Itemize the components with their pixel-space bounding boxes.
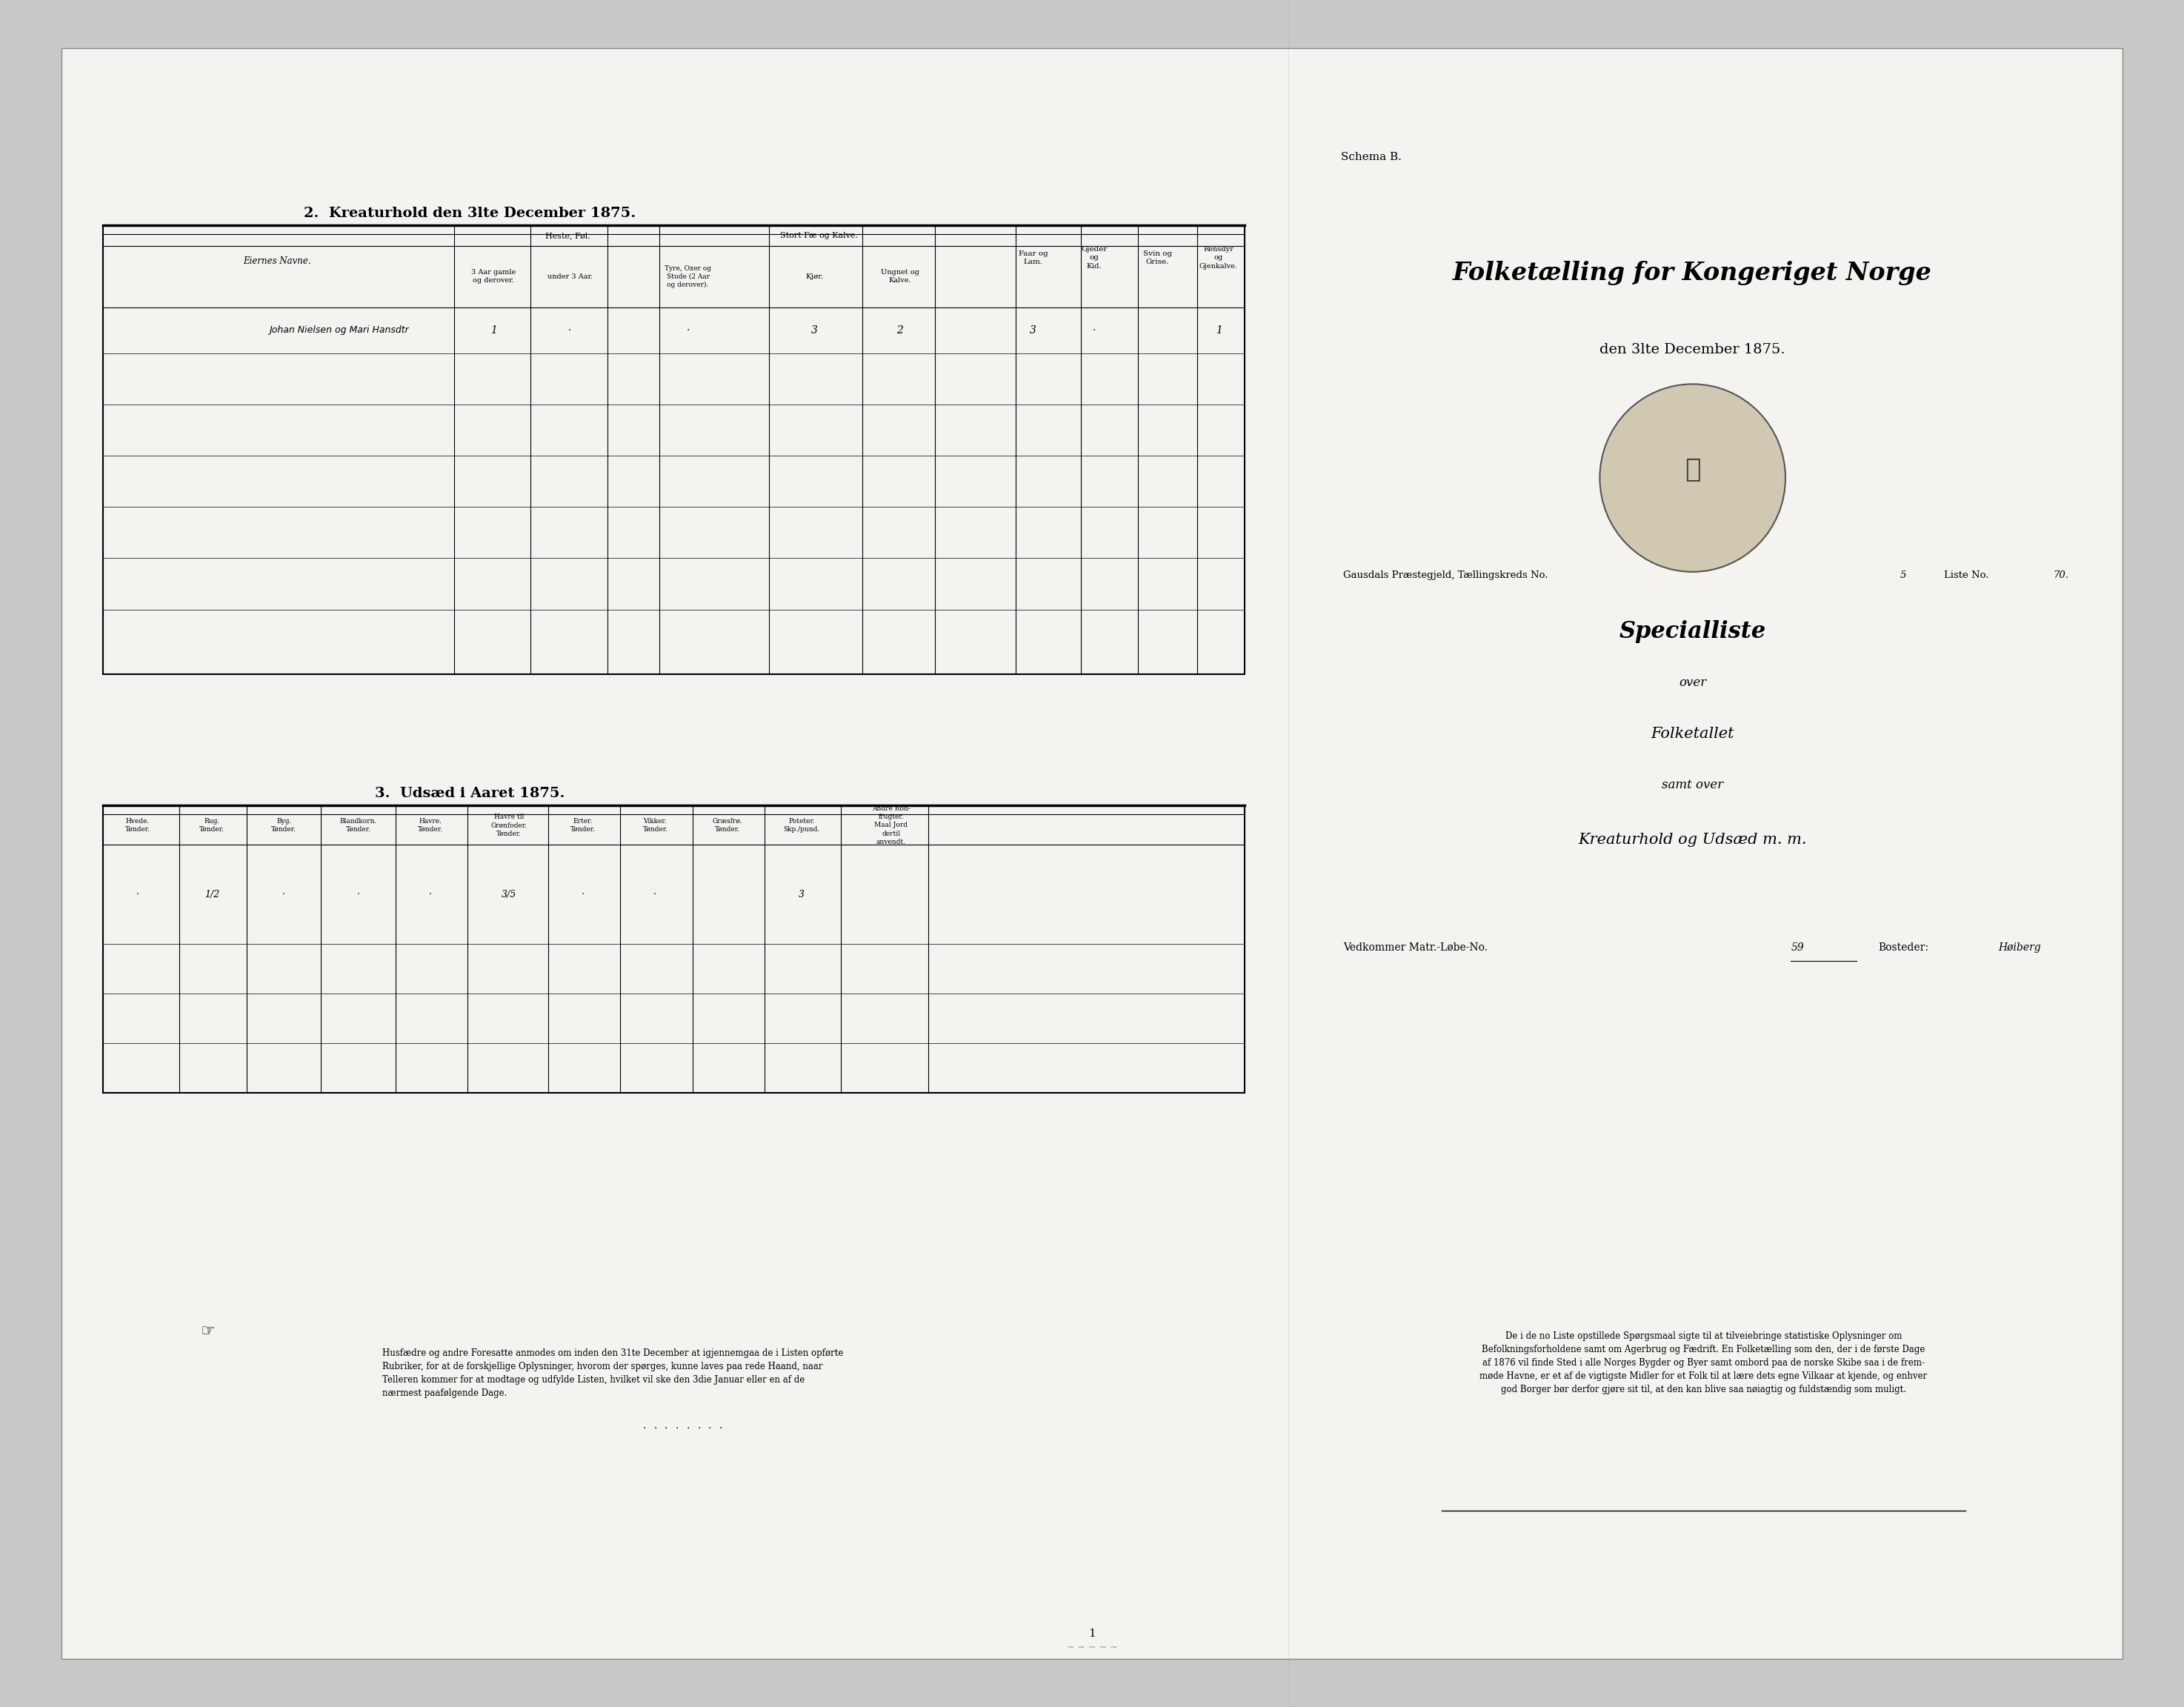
Text: Høiberg: Høiberg bbox=[1998, 942, 2042, 953]
Text: Vedkommer Matr.-Løbe-No.: Vedkommer Matr.-Løbe-No. bbox=[1343, 942, 1487, 953]
Text: Græsfrø.
Tønder.: Græsfrø. Tønder. bbox=[712, 818, 743, 833]
Text: under 3 Aar.: under 3 Aar. bbox=[548, 273, 592, 280]
Text: ·: · bbox=[135, 889, 140, 900]
Text: 3: 3 bbox=[1029, 324, 1037, 336]
Text: Faar og
Lam.: Faar og Lam. bbox=[1018, 249, 1048, 266]
Text: ·: · bbox=[581, 889, 585, 900]
Text: Gausdals Præstegjeld, Tællingskreds No.: Gausdals Præstegjeld, Tællingskreds No. bbox=[1343, 570, 1548, 580]
Ellipse shape bbox=[1599, 384, 1787, 572]
Text: Johan Nielsen og Mari Hansdtr: Johan Nielsen og Mari Hansdtr bbox=[269, 326, 408, 335]
Text: Hvede.
Tønder.: Hvede. Tønder. bbox=[124, 818, 151, 833]
Text: Ungnet og
Kalve.: Ungnet og Kalve. bbox=[880, 270, 919, 283]
Text: 3: 3 bbox=[799, 889, 804, 900]
Text: .: . bbox=[664, 1420, 668, 1430]
Text: 2.  Kreaturhold den 3lte December 1875.: 2. Kreaturhold den 3lte December 1875. bbox=[304, 207, 636, 220]
Text: over: over bbox=[1679, 676, 1706, 690]
Text: 3/5: 3/5 bbox=[502, 889, 515, 900]
Text: Rensdyr
og
Gjenkalve.: Rensdyr og Gjenkalve. bbox=[1199, 246, 1238, 270]
Text: Vikker.
Tønder.: Vikker. Tønder. bbox=[642, 818, 668, 833]
Text: .: . bbox=[686, 1420, 690, 1430]
Text: Kjør.: Kjør. bbox=[806, 273, 823, 280]
Text: 59: 59 bbox=[1791, 942, 1804, 953]
Text: Blandkorn.
Tønder.: Blandkorn. Tønder. bbox=[339, 818, 378, 833]
Text: .: . bbox=[719, 1420, 723, 1430]
Text: ·: · bbox=[568, 324, 572, 336]
Text: .: . bbox=[653, 1420, 657, 1430]
Text: Erter.
Tønder.: Erter. Tønder. bbox=[570, 818, 596, 833]
Text: ·: · bbox=[653, 889, 657, 900]
FancyBboxPatch shape bbox=[61, 48, 2123, 1659]
Text: 1: 1 bbox=[489, 324, 498, 336]
Text: 🦁: 🦁 bbox=[1684, 457, 1701, 481]
Text: 1: 1 bbox=[1214, 324, 1223, 336]
Text: ·: · bbox=[428, 889, 432, 900]
Text: Stort Fæ og Kalve.: Stort Fæ og Kalve. bbox=[780, 232, 858, 239]
Text: .: . bbox=[697, 1420, 701, 1430]
Text: 3 Aar gamle
og derover.: 3 Aar gamle og derover. bbox=[472, 270, 515, 283]
Text: Bosteder:: Bosteder: bbox=[1878, 942, 1928, 953]
Text: Andre Rod-
frugter.
Maal Jord
dertil
anvendt.: Andre Rod- frugter. Maal Jord dertil anv… bbox=[871, 806, 911, 845]
Text: 3: 3 bbox=[810, 324, 819, 336]
Text: den 3lte December 1875.: den 3lte December 1875. bbox=[1599, 343, 1787, 357]
Text: 1/2: 1/2 bbox=[205, 889, 218, 900]
Text: Eiernes Navne.: Eiernes Navne. bbox=[242, 256, 312, 266]
Text: 5: 5 bbox=[1900, 570, 1907, 580]
Text: Byg.
Tønder.: Byg. Tønder. bbox=[271, 818, 297, 833]
Text: 70.: 70. bbox=[2053, 570, 2068, 580]
Text: ·: · bbox=[282, 889, 286, 900]
Text: ·: · bbox=[1092, 324, 1096, 336]
Text: ·: · bbox=[686, 324, 690, 336]
Text: Poteter.
Skp./pund.: Poteter. Skp./pund. bbox=[784, 818, 819, 833]
Text: ☞: ☞ bbox=[201, 1325, 214, 1338]
Text: Gjeder
og
Kid.: Gjeder og Kid. bbox=[1081, 246, 1107, 270]
Text: 1: 1 bbox=[1088, 1628, 1096, 1639]
Text: De i de no Liste opstillede Spørgsmaal sigte til at tilveiebringe statistiske Op: De i de no Liste opstillede Spørgsmaal s… bbox=[1481, 1331, 1926, 1395]
Text: Schema B.: Schema B. bbox=[1341, 152, 1402, 162]
Text: Havre til
Grønfoder.
Tønder.: Havre til Grønfoder. Tønder. bbox=[491, 814, 526, 836]
Text: ·: · bbox=[356, 889, 360, 900]
Text: .: . bbox=[675, 1420, 679, 1430]
Text: Folketallet: Folketallet bbox=[1651, 727, 1734, 741]
Text: samt over: samt over bbox=[1662, 778, 1723, 792]
Text: Heste, Føl.: Heste, Føl. bbox=[546, 232, 590, 239]
Text: 2: 2 bbox=[895, 324, 904, 336]
Text: .: . bbox=[708, 1420, 712, 1430]
Text: .: . bbox=[642, 1420, 646, 1430]
Text: Liste No.: Liste No. bbox=[1944, 570, 1990, 580]
Text: ~ ~ ~ ~ ~: ~ ~ ~ ~ ~ bbox=[1066, 1642, 1118, 1652]
Text: Havre.
Tønder.: Havre. Tønder. bbox=[417, 818, 443, 833]
Text: 3.  Udsæd i Aaret 1875.: 3. Udsæd i Aaret 1875. bbox=[376, 787, 563, 801]
Text: Specialliste: Specialliste bbox=[1618, 620, 1767, 644]
Text: Husfædre og andre Foresatte anmodes om inden den 31te December at igjennemgaa de: Husfædre og andre Foresatte anmodes om i… bbox=[382, 1349, 843, 1398]
Text: Rug.
Tønder.: Rug. Tønder. bbox=[199, 818, 225, 833]
Text: Folketælling for Kongeriget Norge: Folketælling for Kongeriget Norge bbox=[1452, 261, 1933, 285]
Text: Tyre, Oxer og
Stude (2 Aar
og derover).: Tyre, Oxer og Stude (2 Aar og derover). bbox=[664, 265, 712, 288]
Text: Kreaturhold og Udsæd m. m.: Kreaturhold og Udsæd m. m. bbox=[1579, 833, 1806, 847]
Text: Svin og
Grise.: Svin og Grise. bbox=[1142, 249, 1173, 266]
